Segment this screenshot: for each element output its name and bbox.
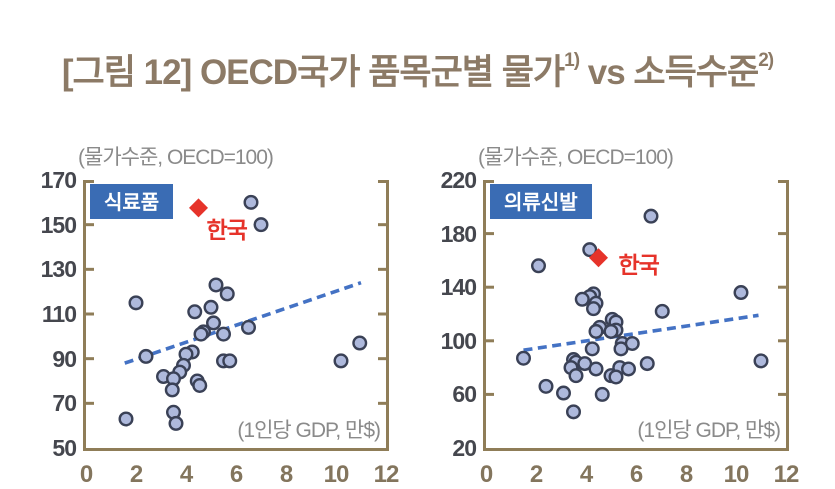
scatter-point [643, 208, 659, 224]
category-badge: 의류신발 [490, 184, 592, 219]
y-tick-label: 70 [52, 390, 77, 417]
scatter-point [203, 299, 219, 315]
scatter-point [588, 323, 604, 339]
x-tick-label: 8 [279, 461, 293, 488]
y-axis-unit-label: (물가수준, OECD=100) [78, 146, 274, 169]
scatter-point [568, 368, 584, 384]
scatter-point [588, 361, 604, 377]
korea-label: 한국 [206, 216, 248, 243]
scatter-point [138, 348, 154, 364]
trend-line [523, 313, 759, 352]
scatter-point [620, 361, 636, 377]
scatter-point [164, 382, 180, 398]
korea-marker [189, 198, 208, 218]
footnote-marker-2: 2) [758, 50, 774, 71]
plot-frame: 의류신발 한국 (1인당 GDP, 만$) [483, 180, 789, 451]
scatter-point [168, 415, 184, 431]
y-tick-label: 140 [440, 274, 477, 301]
scatter-point [208, 277, 224, 293]
plot-frame: 식료품 한국 (1인당 GDP, 만$) [83, 180, 389, 451]
scatter-point [333, 353, 349, 369]
scatter-point [215, 326, 231, 342]
scatter-canvas [486, 180, 786, 420]
scatter-point [582, 242, 598, 258]
scatter-point [128, 295, 144, 311]
scatter-point [187, 304, 203, 320]
scatter-point [219, 286, 235, 302]
figure-title: [그림 12] OECD국가 품목군별 물가1) vs 소득수준2) [0, 44, 835, 95]
scatter-point [594, 386, 610, 402]
category-badge: 식료품 [90, 184, 174, 219]
y-tick-label: 50 [52, 435, 77, 461]
scatter-point [118, 411, 134, 427]
y-axis-tick-labels: 220 180 140 100 60 20 [402, 0, 477, 477]
y-tick-label: 60 [452, 381, 477, 408]
y-tick-label: 20 [452, 435, 477, 461]
x-axis-unit-label: (1인당 GDP, 만$) [237, 419, 381, 442]
y-tick-label: 100 [440, 327, 477, 354]
chart-food-prices: (물가수준, OECD=100) 170 150 130 110 90 70 50 식료품 … [2, 0, 402, 488]
y-tick-label: 180 [440, 220, 477, 247]
x-axis-tick-labels: 0 2 4 6 8 10 12 [2, 0, 402, 488]
scatter-point [240, 319, 256, 335]
korea-label: 한국 [618, 251, 660, 278]
x-tick-label: 0 [79, 461, 93, 488]
x-tick-label: 6 [229, 461, 243, 488]
y-axis-tick-labels: 170 150 130 110 90 70 50 [2, 0, 77, 477]
scatter-point [639, 356, 655, 372]
x-tick-label: 2 [129, 461, 143, 488]
scatter-point [243, 194, 259, 210]
x-tick-label: 12 [773, 461, 800, 488]
scatter-point [753, 353, 769, 369]
y-tick-label: 90 [52, 345, 77, 372]
korea-marker [589, 248, 608, 268]
x-tick-label: 6 [629, 461, 643, 488]
scatter-point [574, 291, 590, 307]
x-axis-tick-labels: 0 2 4 6 8 10 12 [402, 0, 802, 488]
x-tick-label: 0 [479, 461, 493, 488]
scatter-point [192, 377, 208, 393]
scatter-point [352, 335, 368, 351]
scatter-point [222, 353, 238, 369]
footnote-marker-1: 1) [564, 50, 580, 71]
scatter-point [613, 341, 629, 357]
figure-title-text: [그림 12] OECD국가 품목군별 물가 [61, 53, 565, 92]
scatter-point [531, 258, 547, 274]
x-tick-label: 8 [679, 461, 693, 488]
scatter-point [584, 341, 600, 357]
scatter-point [253, 217, 269, 233]
scatter-point [608, 369, 624, 385]
x-tick-label: 4 [579, 461, 593, 488]
x-axis-unit-label: (1인당 GDP, 만$) [637, 419, 781, 442]
y-tick-label: 220 [440, 167, 477, 193]
scatter-point [565, 404, 581, 420]
y-tick-label: 130 [40, 256, 77, 283]
scatter-point [516, 350, 532, 366]
x-tick-label: 2 [529, 461, 543, 488]
scatter-point [538, 378, 554, 394]
scatter-canvas [86, 180, 386, 431]
scatter-point [193, 326, 209, 342]
x-tick-label: 4 [179, 461, 193, 488]
scatter-point [603, 323, 619, 339]
x-tick-label: 10 [723, 461, 750, 488]
y-axis-unit-label: (물가수준, OECD=100) [478, 146, 674, 169]
x-tick-label: 10 [323, 461, 350, 488]
scatter-point [733, 285, 749, 301]
scatter-point [205, 315, 221, 331]
scatter-point [555, 385, 571, 401]
scatter-point [585, 301, 601, 317]
chart-clothing-footwear-prices: (물가수준, OECD=100) 220 180 140 100 60 20 의류신발 한… [402, 0, 802, 488]
y-tick-label: 150 [40, 211, 77, 238]
y-tick-label: 170 [40, 167, 77, 193]
figure-title-mid: vs 소득수준 [579, 53, 759, 92]
y-tick-label: 110 [41, 301, 77, 327]
scatter-point [654, 303, 670, 319]
